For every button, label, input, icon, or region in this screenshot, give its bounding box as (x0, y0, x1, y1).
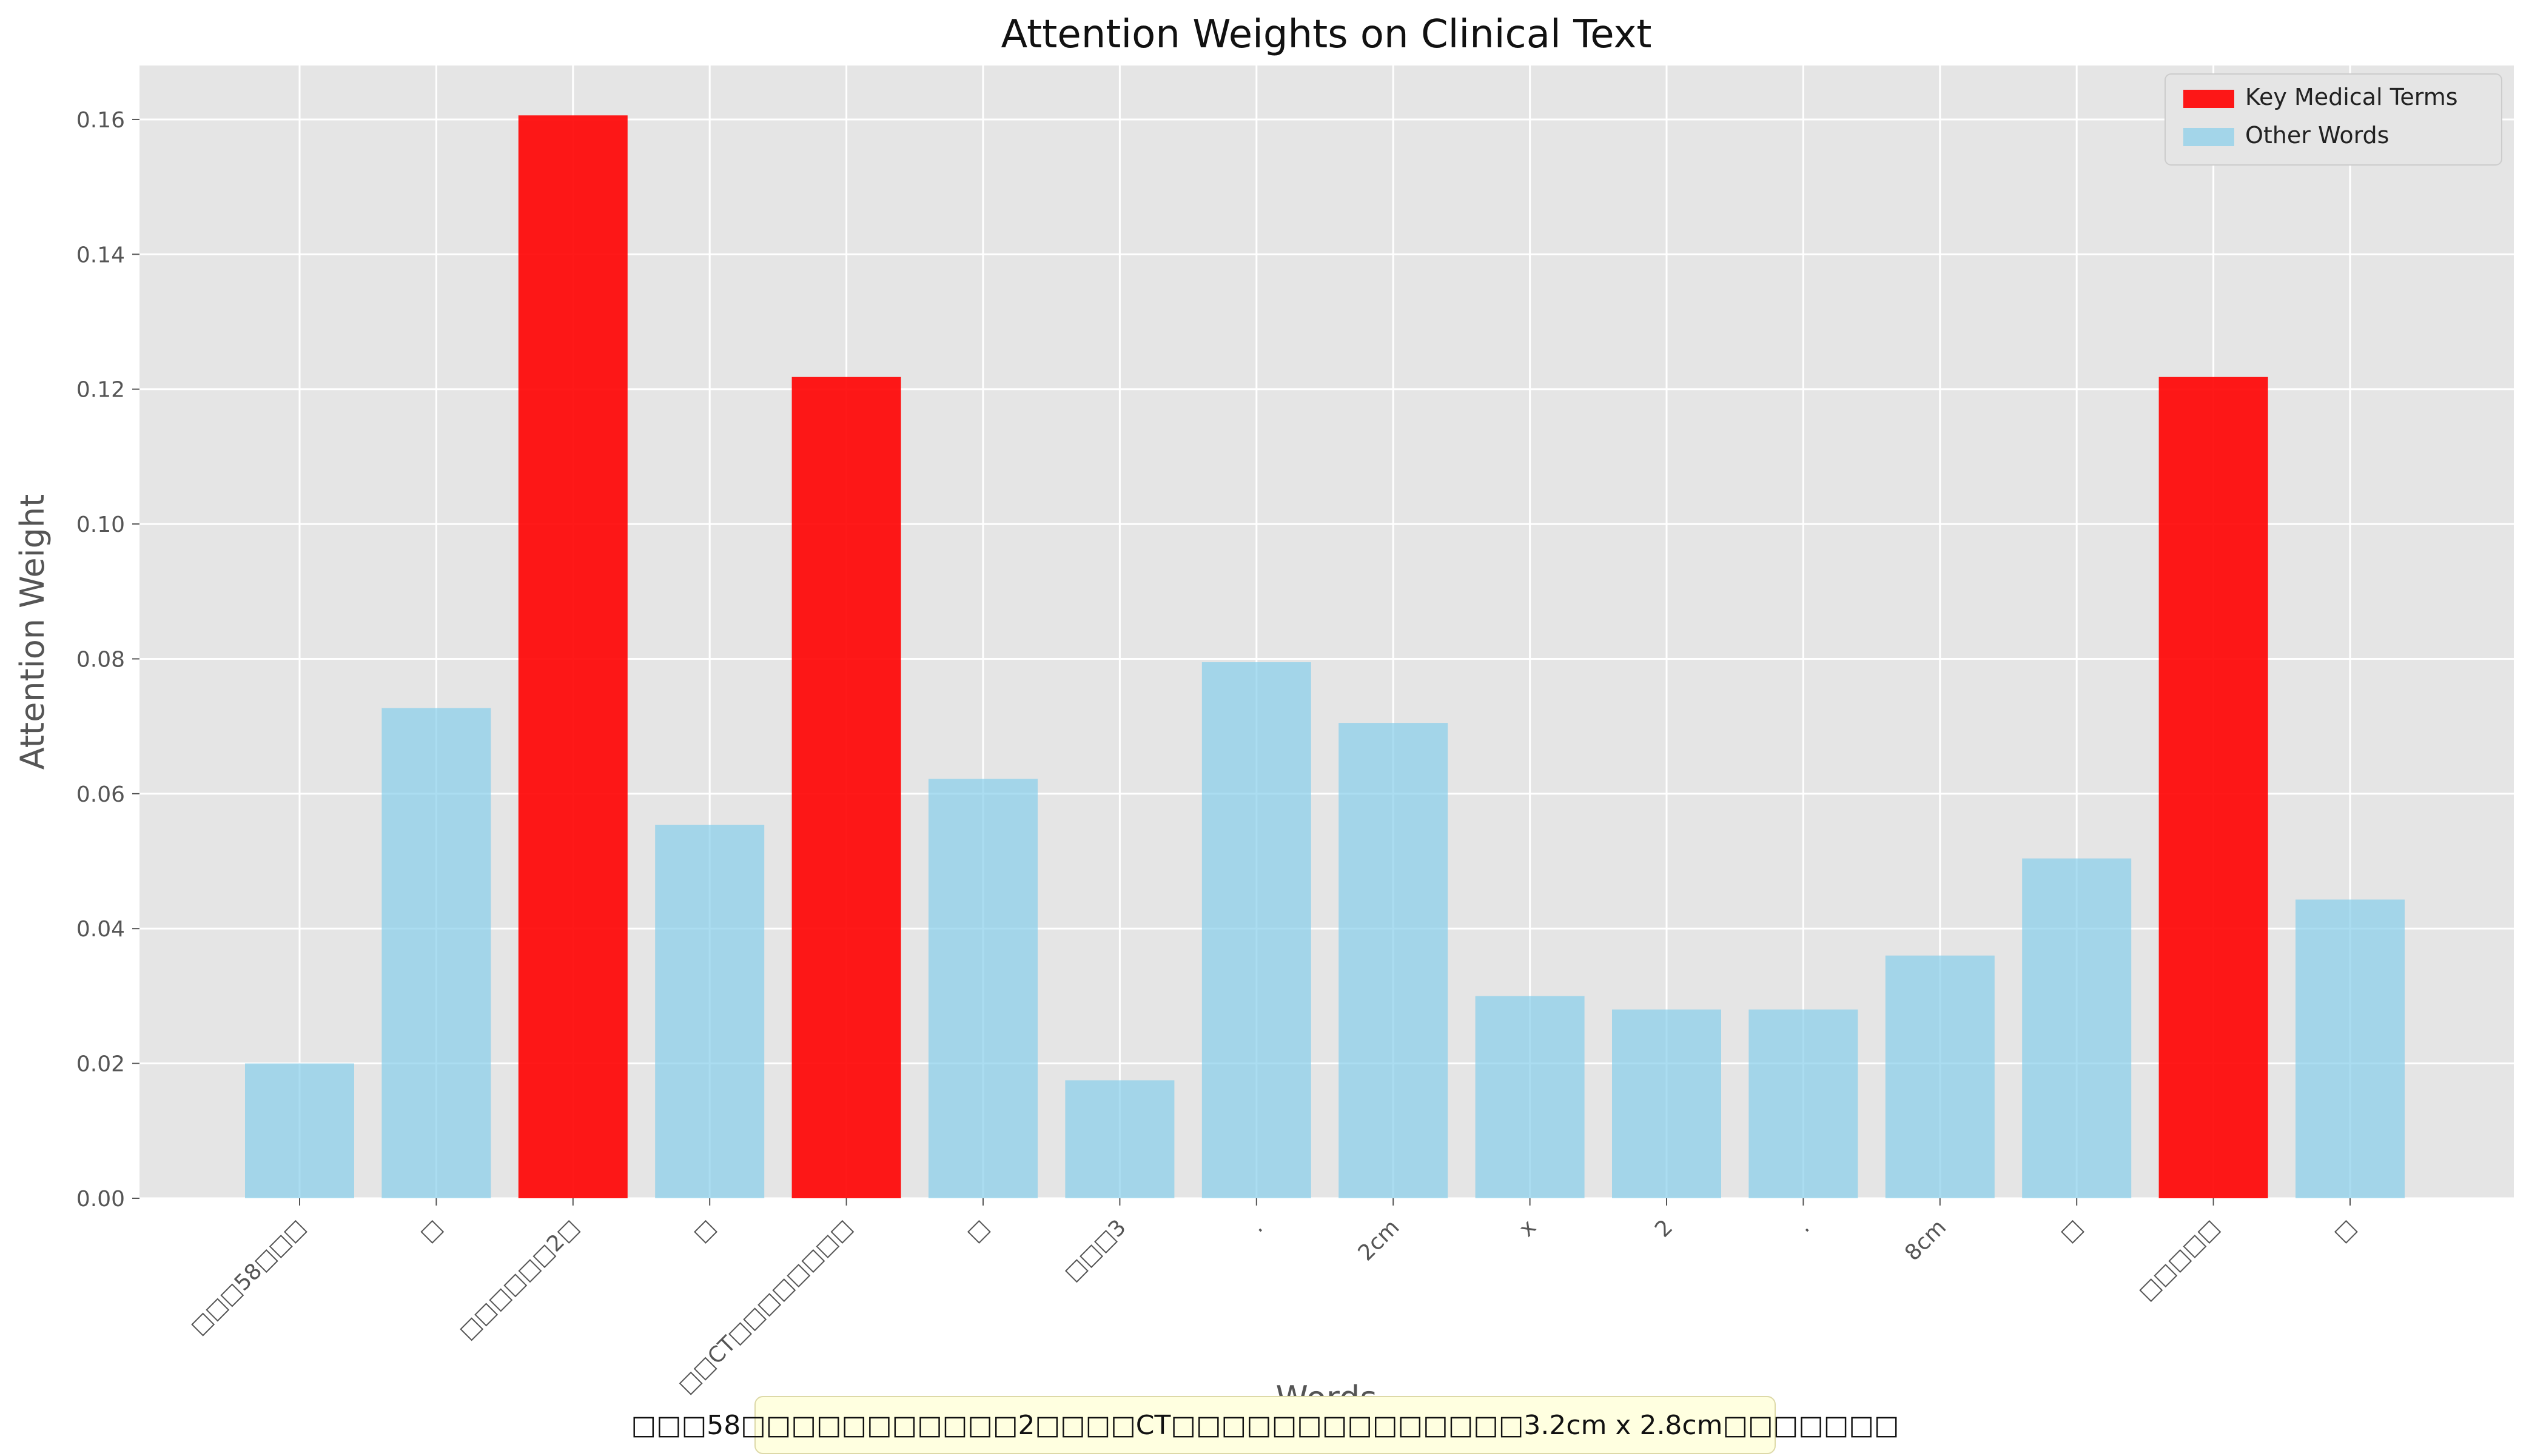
y-tick-label: 0.02 (76, 1052, 125, 1077)
bar-key-medical-term (518, 115, 628, 1198)
x-tick-label: □□□□□ (2134, 1215, 2225, 1305)
bar-other-word (655, 825, 765, 1198)
bars (245, 115, 2405, 1199)
sentence-annotation: □□□58□□□□□□□□□□□2□□□□CT□□□□□□□□□□□□□□3.2… (631, 1396, 1899, 1454)
y-tick-label: 0.08 (76, 647, 125, 672)
bar-other-word (929, 779, 1038, 1198)
x-tick-label: 2cm (1354, 1215, 1405, 1266)
y-tick-label: 0.16 (76, 108, 125, 133)
x-tick-label: . (1245, 1215, 1268, 1237)
y-tick-label: 0.10 (76, 512, 125, 537)
x-tick-label: 2 (1650, 1215, 1678, 1242)
x-tick-label: □ (689, 1215, 721, 1247)
legend-label-key-terms: Key Medical Terms (2245, 84, 2458, 110)
y-tick-label: 0.12 (76, 378, 125, 403)
legend-label-other-words: Other Words (2245, 122, 2389, 149)
plot-background (139, 65, 2514, 1198)
x-axis-ticks: □□□58□□□ □ □□□□□□2□ □□□CT□□□□□□□□ □ □□□3. 2cm x… (186, 1198, 2361, 1398)
bar-other-word (1201, 662, 1311, 1198)
x-tick-label: □ (415, 1215, 448, 1247)
x-tick-label: □ (962, 1215, 994, 1247)
bar-other-word (1748, 1009, 1858, 1198)
y-tick-label: 0.14 (76, 243, 125, 267)
y-axis-ticks: 0.00 0.02 0.04 0.06 0.08 0.10 0.12 0.14 0.16 (76, 108, 139, 1212)
bar-other-word (1885, 955, 1995, 1198)
x-tick-label: □ (2056, 1215, 2088, 1247)
bar-other-word (1065, 1080, 1175, 1198)
x-tick-label: x (1514, 1215, 1541, 1241)
bar-other-word (2296, 899, 2405, 1198)
bar-key-medical-term (791, 377, 901, 1199)
x-tick-label: □□□58□□□ (186, 1215, 311, 1340)
bar-other-word (1612, 1009, 1721, 1198)
bar-other-word (1338, 723, 1448, 1198)
x-tick-label: . (1792, 1215, 1815, 1237)
bar-other-word (245, 1063, 354, 1198)
chart-title: Attention Weights on Clinical Text (1001, 12, 1652, 57)
legend-box (2165, 73, 2502, 166)
y-tick-label: 0.06 (76, 782, 125, 807)
sentence-annotation-text: □□□58□□□□□□□□□□□2□□□□CT□□□□□□□□□□□□□□3.2… (631, 1409, 1899, 1441)
x-tick-label: 8cm (1900, 1215, 1951, 1266)
y-tick-label: 0.04 (76, 917, 125, 942)
bar-key-medical-term (2158, 377, 2268, 1199)
x-tick-label: □□□3 (1060, 1215, 1130, 1286)
x-tick-label: □ (2329, 1215, 2361, 1247)
bar-other-word (2022, 858, 2132, 1198)
legend-swatch-key-terms (2183, 90, 2234, 108)
legend: Key Medical Terms Other Words (2165, 73, 2502, 166)
bar-other-word (381, 708, 491, 1198)
y-axis-label: Attention Weight (13, 494, 52, 770)
y-tick-label: 0.00 (76, 1187, 125, 1212)
legend-swatch-other-words (2183, 128, 2234, 146)
bar-other-word (1475, 996, 1585, 1198)
x-tick-label: □□□□□□2□ (455, 1215, 585, 1344)
